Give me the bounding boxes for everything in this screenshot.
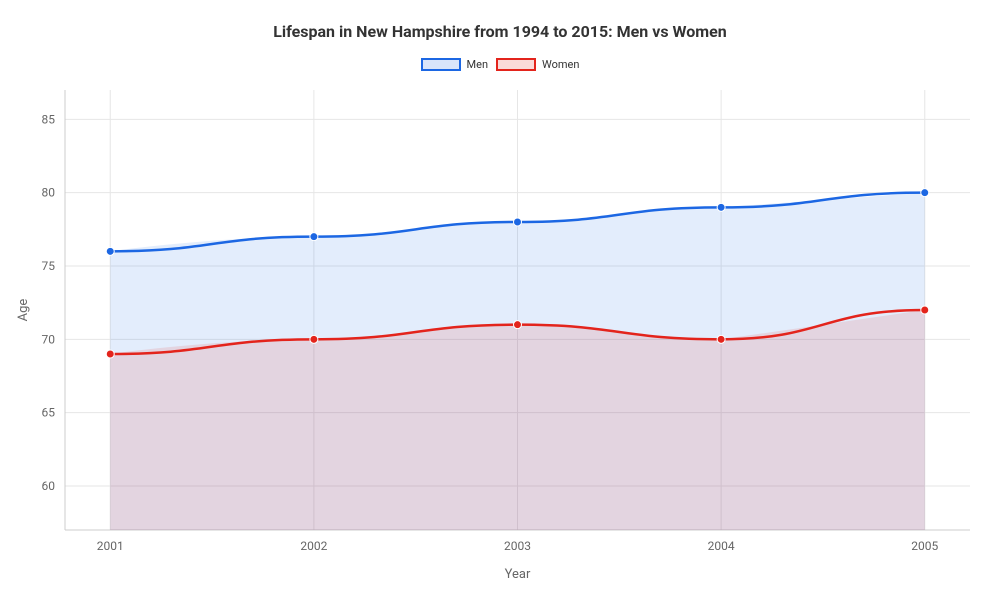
- legend-swatch: [421, 58, 461, 71]
- y-tick-label: 75: [42, 259, 56, 273]
- y-tick-label: 60: [42, 479, 56, 493]
- y-tick-label: 65: [42, 406, 56, 420]
- data-point[interactable]: [921, 306, 929, 314]
- chart-title: Lifespan in New Hampshire from 1994 to 2…: [0, 22, 1000, 41]
- chart-plot: 60 65 70 75 80 85 2001 2002 2003 2004 2005 Age Year: [15, 80, 980, 590]
- y-tick-label: 80: [42, 186, 56, 200]
- x-tick-label: 2004: [708, 539, 735, 553]
- x-tick-label: 2005: [911, 539, 938, 553]
- data-point[interactable]: [310, 335, 318, 343]
- data-point[interactable]: [514, 321, 522, 329]
- legend-label: Women: [542, 58, 579, 71]
- legend-swatch: [496, 58, 536, 71]
- x-tick-label: 2003: [504, 539, 531, 553]
- legend-item-women[interactable]: Women: [496, 58, 579, 71]
- data-point[interactable]: [514, 218, 522, 226]
- legend-label: Men: [467, 58, 489, 71]
- data-point[interactable]: [717, 335, 725, 343]
- data-point[interactable]: [106, 247, 114, 255]
- data-point[interactable]: [921, 189, 929, 197]
- data-point[interactable]: [106, 350, 114, 358]
- x-axis-label: Year: [505, 567, 531, 582]
- chart-legend: Men Women: [0, 58, 1000, 71]
- y-tick-label: 85: [42, 112, 56, 126]
- y-tick-label: 70: [42, 332, 56, 346]
- y-axis-label: Age: [16, 299, 31, 322]
- data-point[interactable]: [717, 203, 725, 211]
- data-point[interactable]: [310, 233, 318, 241]
- x-tick-label: 2001: [97, 539, 124, 553]
- legend-item-men[interactable]: Men: [421, 58, 489, 71]
- x-tick-label: 2002: [300, 539, 327, 553]
- chart-container: Lifespan in New Hampshire from 1994 to 2…: [0, 0, 1000, 600]
